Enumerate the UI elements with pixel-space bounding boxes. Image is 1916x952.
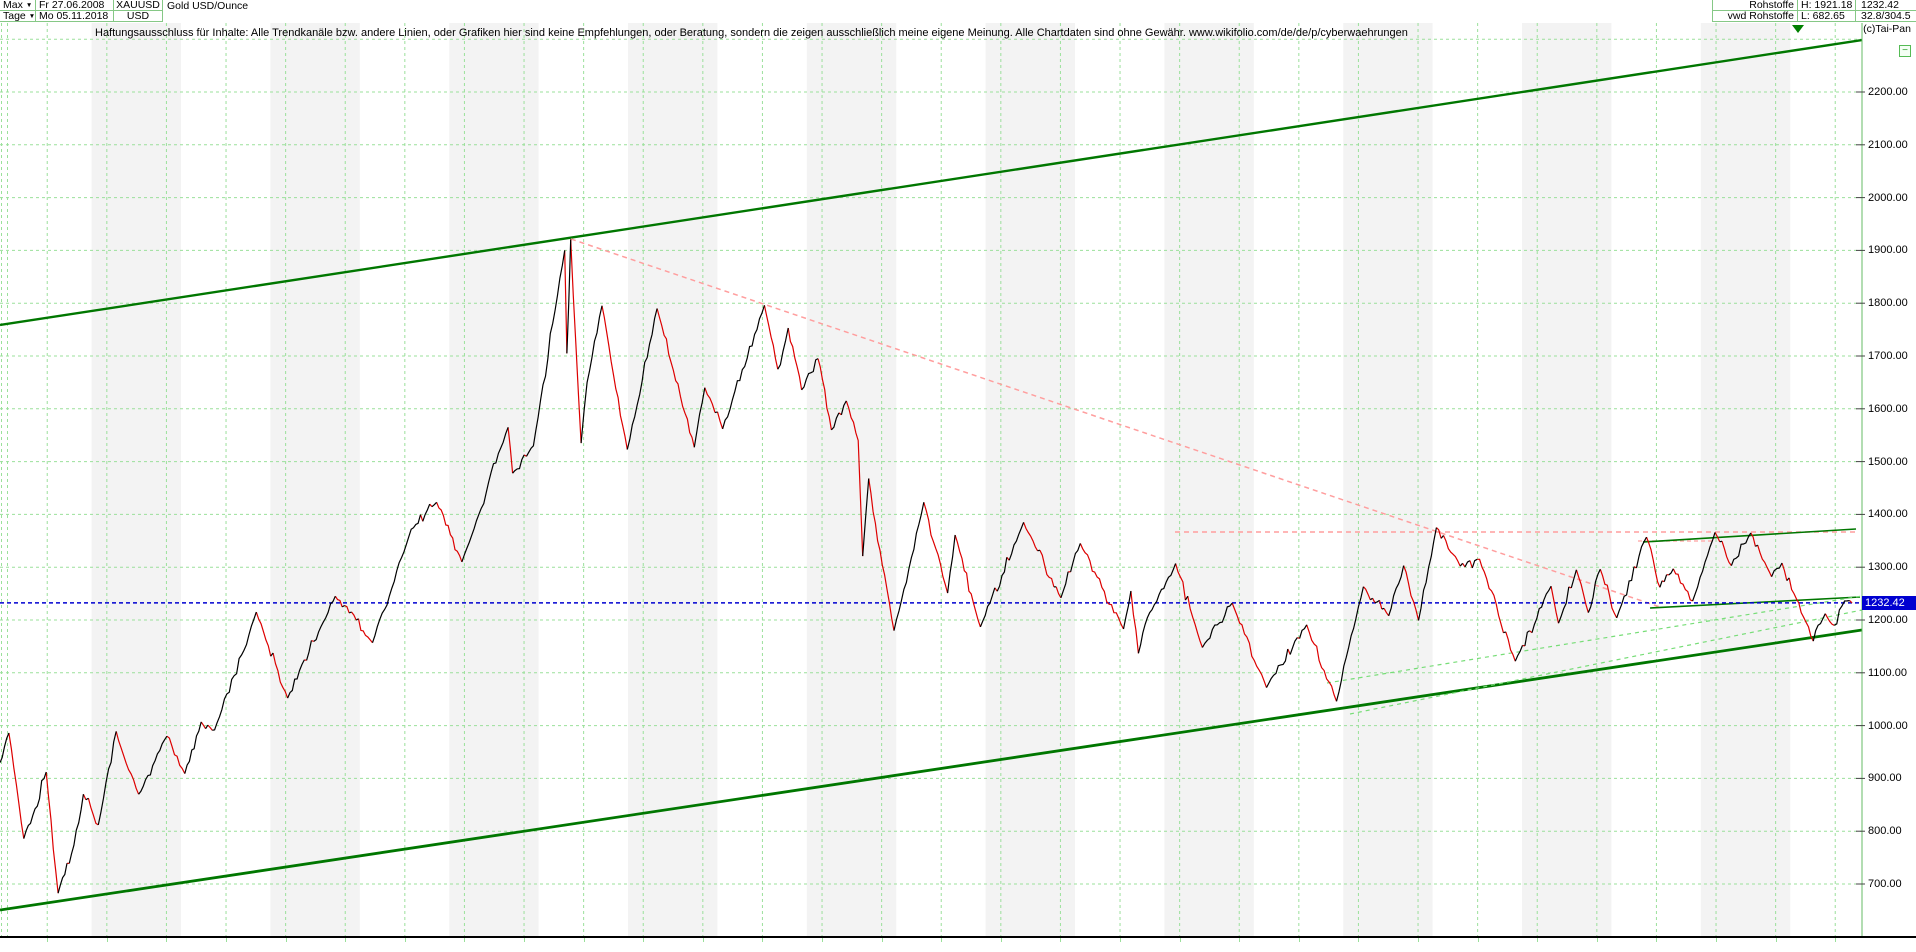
x-strip-tick bbox=[1596, 938, 1598, 942]
collapse-pane-button[interactable]: − bbox=[1899, 45, 1911, 57]
y-axis-label: 2100.00 bbox=[1868, 138, 1908, 151]
range-info-cell: 32.8/304.5 bbox=[1855, 11, 1916, 22]
group-line1: Rohstoffe bbox=[1712, 0, 1797, 11]
x-strip-tick bbox=[1298, 938, 1300, 942]
y-axis-label: 700.00 bbox=[1868, 878, 1902, 890]
y-axis-label: 1500.00 bbox=[1868, 455, 1908, 468]
date-from[interactable]: Fr 27.06.2008 bbox=[36, 0, 114, 11]
range-dropdown-label: Max bbox=[3, 0, 23, 11]
half-year-band bbox=[449, 23, 539, 936]
half-year-band bbox=[985, 23, 1076, 936]
y-axis-label: 1000.00 bbox=[1868, 719, 1908, 732]
x-strip-tick bbox=[1239, 938, 1241, 942]
x-strip-tick bbox=[822, 938, 824, 942]
x-strip-tick bbox=[464, 938, 466, 942]
x-strip-tick bbox=[345, 938, 347, 942]
x-strip-tick bbox=[941, 938, 943, 942]
group-line2: vwd Rohstoffe bbox=[1712, 11, 1797, 22]
y-axis-label: 2200.00 bbox=[1868, 86, 1908, 98]
price-series-down bbox=[8, 239, 1853, 894]
half-year-band bbox=[628, 23, 718, 936]
x-strip-tick bbox=[285, 938, 287, 942]
x-strip-tick bbox=[881, 938, 883, 942]
x-strip-tick bbox=[1060, 938, 1062, 942]
fan-line-a[interactable] bbox=[1326, 595, 1862, 684]
symbol-cell: XAUUSD bbox=[114, 0, 163, 11]
last-price-cell: 1232.42 bbox=[1855, 0, 1916, 11]
x-strip-tick bbox=[702, 938, 704, 942]
plot-area bbox=[0, 23, 1862, 936]
half-year-band bbox=[1343, 23, 1433, 936]
x-axis: 10 0812 0802 0904 0906 0908 0910 0912 09… bbox=[0, 937, 1916, 952]
period-dropdown[interactable]: Tage ▼ bbox=[0, 11, 36, 22]
half-year-band bbox=[1522, 23, 1612, 936]
x-strip-tick bbox=[47, 938, 49, 942]
y-axis-label: 1300.00 bbox=[1868, 561, 1908, 574]
x-strip-tick bbox=[1000, 938, 1002, 942]
fan-line-b[interactable] bbox=[1349, 609, 1862, 715]
y-axis-label: 1600.00 bbox=[1868, 402, 1908, 415]
date-to[interactable]: Mo 05.11.2018 bbox=[36, 11, 114, 22]
x-strip-tick bbox=[404, 938, 406, 942]
y-axis-label: 1200.00 bbox=[1868, 614, 1908, 626]
lower-channel-line[interactable] bbox=[0, 628, 1862, 912]
x-strip-tick bbox=[762, 938, 764, 942]
currency-cell: USD bbox=[114, 11, 163, 22]
high-value: H: 1921.18 bbox=[1797, 0, 1855, 11]
x-strip-tick bbox=[1537, 938, 1539, 942]
x-strip-tick bbox=[1656, 938, 1658, 942]
instrument-name: Gold USD/Ounce bbox=[167, 0, 249, 12]
period-dropdown-label: Tage bbox=[3, 10, 26, 22]
y-axis-label: 800.00 bbox=[1868, 825, 1902, 838]
chevron-down-icon: ▼ bbox=[25, 2, 33, 9]
copyright-label: (c)Tai-Pan bbox=[1863, 23, 1911, 35]
half-year-band bbox=[270, 23, 360, 936]
disclaimer-text: Haftungsausschluss für Inhalte: Alle Tre… bbox=[95, 27, 1408, 39]
x-strip-tick bbox=[1477, 938, 1479, 942]
half-year-band bbox=[806, 23, 897, 936]
half-year-band bbox=[1700, 23, 1791, 936]
y-axis-label: 1700.00 bbox=[1868, 350, 1908, 362]
y-axis-label: 1400.00 bbox=[1868, 508, 1908, 521]
downtrend-2011-line[interactable] bbox=[570, 238, 1661, 608]
current-price-tag: 1232.42 bbox=[1862, 595, 1916, 610]
y-axis-label: 1800.00 bbox=[1868, 297, 1908, 310]
y-axis-label: 2000.00 bbox=[1868, 191, 1908, 204]
green-support-line[interactable] bbox=[1649, 596, 1861, 609]
y-axis-label: 900.00 bbox=[1868, 772, 1902, 785]
channel-marker-icon bbox=[1792, 25, 1804, 33]
half-year-band bbox=[1164, 23, 1254, 936]
y-axis-label: 1100.00 bbox=[1868, 666, 1907, 679]
upper-channel-line[interactable] bbox=[0, 38, 1862, 327]
x-strip-tick bbox=[106, 938, 108, 942]
x-strip-tick bbox=[1358, 938, 1360, 942]
range-dropdown[interactable]: Max ▼ bbox=[0, 0, 36, 11]
x-strip-tick bbox=[1179, 938, 1181, 942]
x-strip-tick bbox=[226, 938, 228, 942]
x-strip-tick bbox=[1716, 938, 1718, 942]
low-value: L: 682.65 bbox=[1797, 11, 1855, 22]
x-strip-tick bbox=[1120, 938, 1122, 942]
x-strip-tick bbox=[583, 938, 585, 942]
x-strip-tick bbox=[166, 938, 168, 942]
half-year-band bbox=[91, 23, 182, 936]
x-strip-tick bbox=[1835, 938, 1837, 942]
y-axis-label: 1900.00 bbox=[1868, 244, 1908, 257]
x-strip-tick bbox=[643, 938, 645, 942]
x-strip-tick bbox=[1775, 938, 1777, 942]
x-strip-tick bbox=[524, 938, 526, 942]
x-strip-tick bbox=[1418, 938, 1420, 942]
price-series-up bbox=[0, 239, 1850, 894]
chevron-down-icon: ▼ bbox=[28, 13, 36, 20]
